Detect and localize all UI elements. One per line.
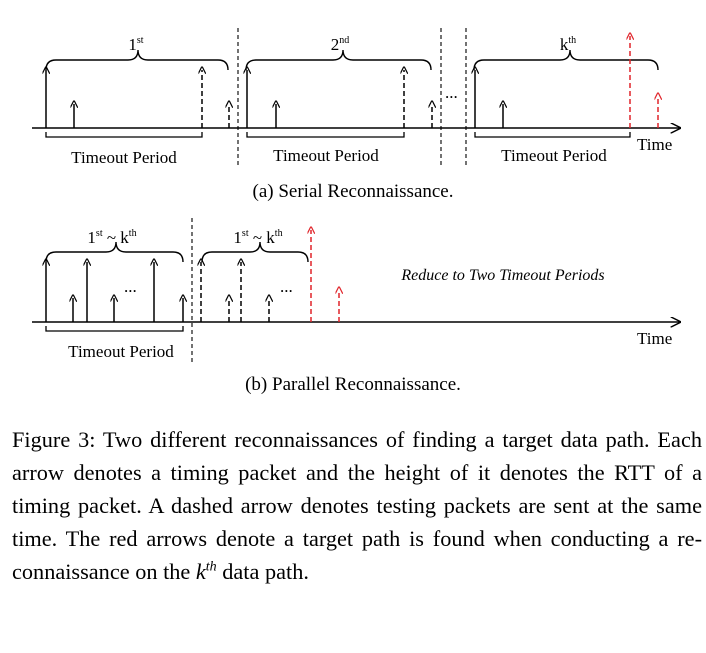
caption-text: Figure 3: Two different reconnaissances … [12, 427, 702, 584]
timeout-bracket-2 [246, 132, 405, 138]
timeout-period-label: Timeout Period [501, 146, 607, 165]
ellipsis: ... [445, 83, 458, 102]
timeout-bracket-1 [45, 132, 203, 138]
timeout-period-label: Timeout Period [273, 146, 379, 165]
figure-diagram: 1st 2nd kth Time ... Timeout Period Time… [32, 28, 706, 395]
brace-b-label-1: 1st ~ kth [87, 228, 136, 247]
brace-label-1: 1st [128, 35, 143, 54]
axis-label-b: Time [637, 329, 672, 348]
caption-text-end: data path. [216, 559, 309, 584]
brace-b-label-2: 1st ~ kth [233, 228, 282, 247]
brace-2 [245, 49, 432, 71]
ellipsis: ... [280, 277, 293, 296]
brace-b-1 [45, 241, 184, 263]
panel-a: 1st 2nd kth Time ... Timeout Period Time… [32, 28, 680, 202]
panel-a-subtitle: (a) Serial Reconnaissance. [253, 181, 454, 202]
reduce-note: Reduce to Two Timeout Periods [400, 267, 604, 284]
panel-b-subtitle: (b) Parallel Reconnaissance. [245, 374, 461, 395]
brace-b-2 [201, 241, 309, 263]
caption-th: th [205, 559, 217, 575]
timeout-bracket-k [474, 132, 631, 138]
ellipsis: ... [124, 277, 137, 296]
timeout-period-label: Timeout Period [71, 148, 177, 167]
timeout-period-label: Timeout Period [68, 342, 174, 361]
axis-label-a: Time [637, 135, 672, 154]
caption-k: k [195, 559, 206, 584]
brace-1 [45, 49, 229, 71]
brace-label-2: 2nd [331, 35, 350, 54]
panel-b: 1st ~ kth 1st ~ kth Time ... ... Reduce … [32, 218, 680, 395]
brace-k [473, 49, 659, 71]
brace-label-k: kth [560, 35, 576, 54]
timeout-bracket-b [45, 326, 184, 332]
figure-caption: Figure 3: Two different reconnaissances … [12, 423, 702, 588]
